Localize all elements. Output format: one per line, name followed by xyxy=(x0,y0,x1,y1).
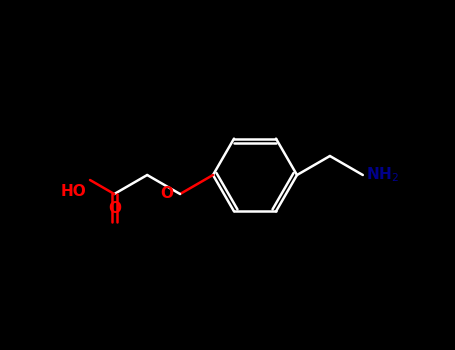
Text: HO: HO xyxy=(60,184,86,199)
Text: O: O xyxy=(160,186,173,201)
Text: O: O xyxy=(108,201,121,216)
Text: NH$_2$: NH$_2$ xyxy=(366,166,399,184)
